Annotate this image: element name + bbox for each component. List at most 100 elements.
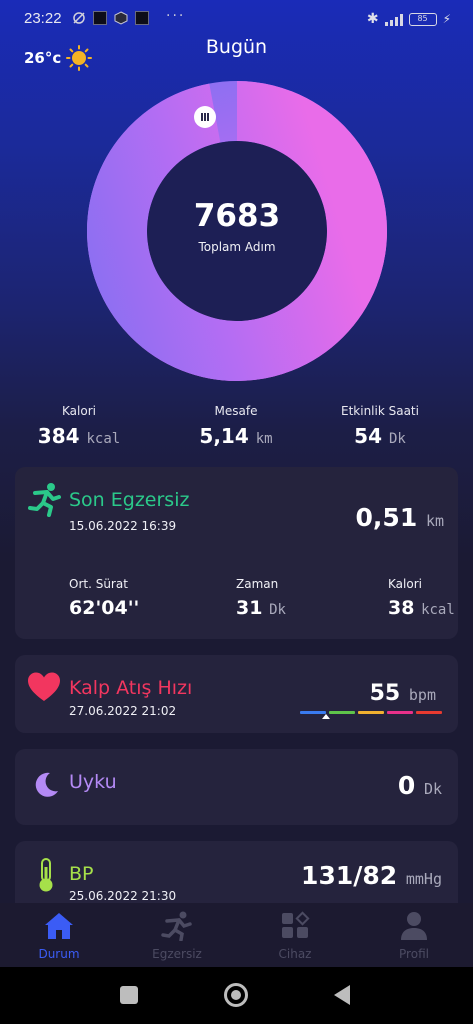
heart-rate-zone-segment: [416, 711, 442, 714]
exercise-metric-value: 31: [236, 597, 263, 619]
nav-tab-exercise[interactable]: Egzersiz: [132, 911, 222, 961]
stat-activity-hours[interactable]: Etkinlik Saati 54 Dk: [310, 404, 450, 448]
shoe-marker-icon: [194, 106, 216, 128]
nav-tab-device[interactable]: Cihaz: [250, 911, 340, 961]
battery-icon: 85: [408, 12, 437, 26]
status-system-icons: ✱ 85 ⚡: [367, 11, 451, 27]
page-title: Bugün: [205, 36, 268, 58]
stat-label: Etkinlik Saati: [341, 404, 419, 418]
nav-label: Profil: [399, 947, 429, 961]
stat-value: 5,14: [199, 424, 249, 448]
exercise-distance-value: 0,51: [355, 503, 418, 532]
exercise-metric-value: 62'04'': [69, 597, 140, 619]
bluetooth-icon: ✱: [366, 11, 379, 27]
exercise-metric-label: Kalori: [388, 577, 422, 591]
steps-progress-ring: [87, 81, 387, 381]
heart-rate-zone-segment: [387, 711, 413, 714]
weather-widget[interactable]: 26°c: [24, 44, 93, 72]
heart-rate-zone-segment: [300, 711, 326, 714]
more-notifications-icon: ···: [166, 8, 186, 24]
heart-rate-unit: bpm: [408, 686, 436, 704]
exercise-metric-value-wrap: 38 kcal: [388, 597, 455, 619]
heart-icon: [28, 672, 60, 701]
bp-date: 25.06.2022 21:30: [69, 889, 177, 903]
exercise-calories: Kalori 38 kcal: [388, 577, 455, 619]
exercise-metric-unit: Dk: [269, 602, 286, 618]
stat-value: 384: [37, 424, 80, 448]
stat-label: Kalori: [62, 404, 96, 418]
status-time: 23:22: [24, 10, 62, 27]
sun-icon: [66, 45, 93, 71]
notification-app-icon: [93, 11, 107, 25]
nav-label: Egzersiz: [152, 947, 202, 961]
heart-rate-zone-bar: [300, 711, 442, 714]
sleep-unit: Dk: [423, 780, 442, 798]
bottom-navigation: Durum Egzersiz Cihaz Profil: [0, 903, 473, 967]
notification-app-icon-2: [135, 11, 149, 25]
signal-icon: [384, 13, 403, 26]
exercise-metric-value-wrap: 31 Dk: [236, 597, 286, 619]
heart-rate-zone-segment: [329, 711, 355, 714]
heart-rate-reading: 55 bpm: [370, 677, 436, 706]
steps-center: 7683 Toplam Adım: [86, 198, 388, 254]
bp-unit: mmHg: [405, 870, 442, 888]
heart-rate-card[interactable]: Kalp Atış Hızı 27.06.2022 21:02 55 bpm: [15, 655, 458, 733]
system-navigation-bar: [0, 967, 473, 1024]
exercise-metric-value: 38: [388, 597, 415, 619]
sleep-card[interactable]: z Uyku 0 Dk: [15, 749, 458, 825]
muted-sync-icon: [73, 12, 85, 24]
nav-label: Durum: [38, 947, 80, 961]
running-person-icon: [28, 483, 61, 517]
temperature: 26°c: [24, 49, 62, 67]
sleep-value: 0: [397, 771, 416, 800]
home-icon: [45, 913, 73, 939]
exercise-duration: Zaman 31 Dk: [236, 577, 286, 619]
sleep-title: Uyku: [69, 771, 117, 793]
stat-unit: km: [255, 431, 273, 447]
exercise-avg-pace: Ort. Sürat 62'04'': [69, 577, 139, 619]
exercise-metric-unit: kcal: [421, 602, 455, 618]
svg-text:z: z: [46, 777, 51, 786]
recents-button[interactable]: [120, 986, 138, 1004]
device-grid-icon: [282, 911, 310, 938]
thermometer-icon: [39, 858, 53, 892]
cube-icon: [114, 11, 128, 25]
ring-progress-arc: [87, 81, 387, 381]
stat-label: Mesafe: [214, 404, 258, 418]
back-button[interactable]: [334, 985, 350, 1005]
running-icon: [161, 911, 192, 942]
stat-value-wrap: 5,14 km: [166, 424, 306, 448]
stat-calories[interactable]: Kalori 384 kcal: [9, 404, 149, 448]
ring-center-disc: [147, 141, 327, 321]
stat-distance[interactable]: Mesafe 5,14 km: [166, 404, 306, 448]
nav-tab-status[interactable]: Durum: [14, 911, 104, 961]
exercise-metric-label: Ort. Sürat: [69, 577, 128, 591]
charging-icon: ⚡: [442, 12, 451, 26]
status-bar: 23:22 ··· ✱ 85 ⚡: [0, 0, 473, 40]
daily-stats: Kalori 384 kcal Mesafe 5,14 km Etkinlik …: [0, 404, 473, 454]
exercise-metric-label: Zaman: [236, 577, 279, 591]
steps-value: 7683: [193, 198, 281, 234]
bp-reading: 131/82 mmHg: [301, 861, 442, 890]
heart-rate-title: Kalp Atış Hızı: [69, 677, 193, 699]
status-notification-icons: [72, 11, 149, 25]
heart-rate-zone-segment: [358, 711, 384, 714]
heart-rate-date: 27.06.2022 21:02: [69, 704, 177, 718]
person-icon: [401, 912, 427, 940]
last-exercise-card[interactable]: Son Egzersiz 15.06.2022 16:39 0,51 km Or…: [15, 467, 458, 639]
steps-ring[interactable]: 7683 Toplam Adım: [86, 80, 388, 382]
steps-label: Toplam Adım: [198, 240, 276, 254]
stat-value: 54: [354, 424, 382, 448]
exercise-title: Son Egzersiz: [69, 489, 190, 511]
heart-rate-value: 55: [369, 681, 401, 706]
stat-unit: Dk: [388, 431, 406, 447]
home-button[interactable]: [224, 983, 248, 1007]
heart-rate-zone-pointer: [322, 714, 330, 719]
moon-icon: z: [35, 772, 58, 797]
nav-tab-profile[interactable]: Profil: [369, 911, 459, 961]
stat-value-wrap: 54 Dk: [310, 424, 450, 448]
exercise-distance-unit: km: [425, 512, 444, 530]
stat-unit: kcal: [86, 431, 121, 447]
bp-value: 131/82: [301, 861, 398, 890]
bp-title: BP: [69, 863, 94, 885]
